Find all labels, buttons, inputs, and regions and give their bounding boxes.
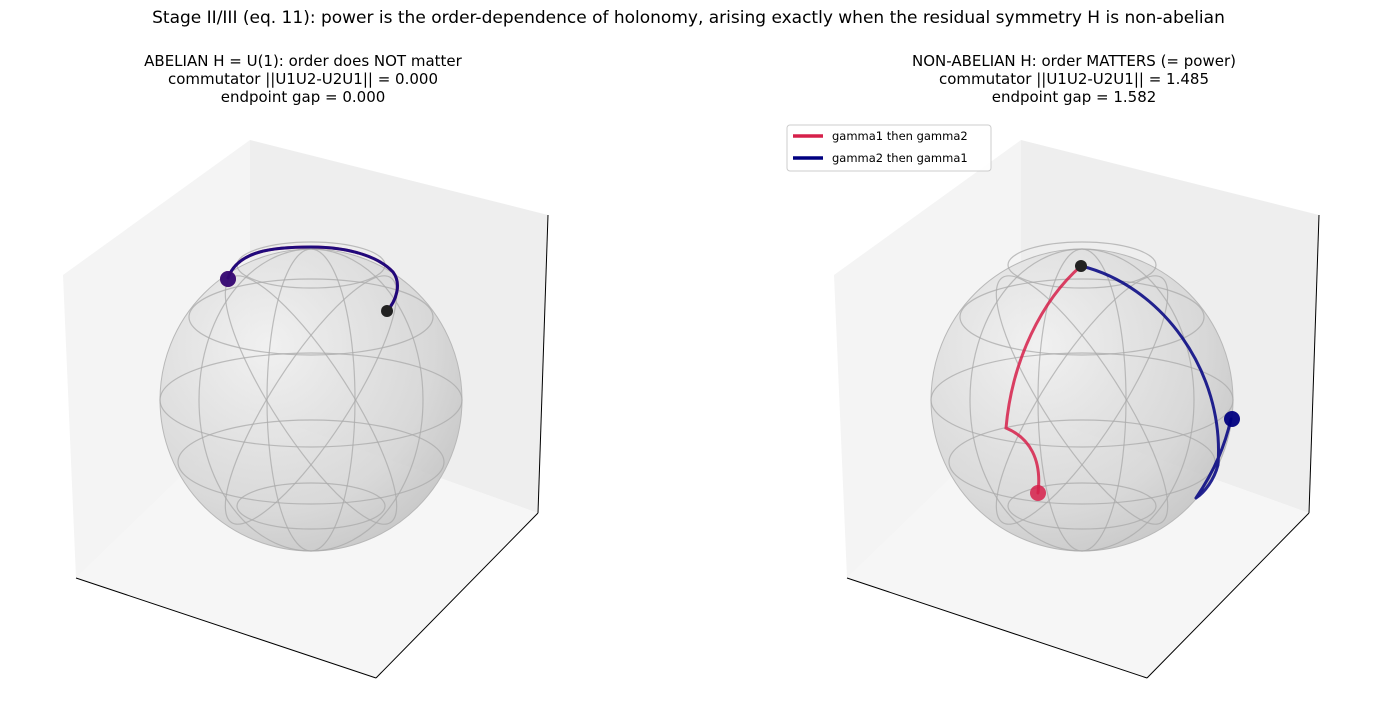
panel-right-title-line-3: endpoint gap = 1.582 bbox=[991, 88, 1157, 106]
panel-left-latitude-line bbox=[236, 482, 386, 530]
panel-left-latitude-line bbox=[188, 278, 434, 356]
panel-right-endpoint-marker-gamma2-then-gamma1 bbox=[1224, 411, 1240, 427]
legend-box bbox=[786, 124, 992, 172]
panel-right-side-pane bbox=[834, 140, 1021, 578]
panel-right-meridian-line bbox=[995, 275, 1169, 525]
panel-right-title-line-2: commutator ||U1U2-U2U1|| = 1.485 bbox=[939, 70, 1209, 88]
legend: gamma1 then gamma2 gamma2 then gamma1 bbox=[786, 124, 992, 172]
panel-left-3d-axes bbox=[63, 140, 549, 679]
figure-title: Stage II/III (eq. 11): power is the orde… bbox=[152, 8, 1225, 28]
panel-right-axis-y bbox=[1146, 512, 1310, 679]
panel-left-latitude-line bbox=[159, 352, 463, 448]
panel-right-axis-x bbox=[846, 577, 1148, 679]
panel-left-title-line-2: commutator ||U1U2-U2U1|| = 0.000 bbox=[168, 70, 438, 88]
panel-right-title-line-1: NON-ABELIAN H: order MATTERS (= power) bbox=[912, 52, 1236, 70]
panel-right-axis-z bbox=[1308, 214, 1320, 514]
panel-left-axis-y bbox=[375, 512, 539, 679]
panel-right-path-gamma1-then-gamma2 bbox=[1004, 264, 1083, 495]
panel-left-side-pane bbox=[63, 140, 250, 578]
panel-right-latitude-line bbox=[959, 278, 1205, 356]
panel-left-axis-x bbox=[75, 577, 377, 679]
panel-right-latitude-line bbox=[1007, 241, 1157, 289]
panel-right-sphere-surface bbox=[930, 248, 1234, 552]
panel-right-endpoint-marker-gamma1-then-gamma2 bbox=[1030, 485, 1046, 501]
panel-left-meridian-line bbox=[198, 248, 424, 552]
panel-right-meridian-line bbox=[969, 248, 1195, 552]
panel-right-path-gamma2-then-gamma1 bbox=[1079, 264, 1233, 500]
panel-right-latitude-line bbox=[930, 352, 1234, 448]
panel-right-3d-axes: gamma1 then gamma2 gamma2 then gamma1 bbox=[786, 124, 1320, 679]
legend-label-gamma2-then-gamma1: gamma2 then gamma1 bbox=[832, 151, 968, 165]
panel-right-title: NON-ABELIAN H: order MATTERS (= power) c… bbox=[774, 52, 1374, 106]
panel-left-title-line-3: endpoint gap = 0.000 bbox=[220, 88, 386, 106]
legend-label-gamma1-then-gamma2: gamma1 then gamma2 bbox=[832, 129, 968, 143]
panel-left-sphere-surface bbox=[159, 248, 463, 552]
panel-left-start-point-marker bbox=[381, 305, 393, 317]
panel-right-sphere bbox=[930, 241, 1234, 552]
panel-right-latitude-line bbox=[1007, 482, 1157, 530]
panel-left-endpoint-marker bbox=[220, 271, 236, 287]
panel-right-meridian-line bbox=[995, 275, 1169, 525]
panel-left-title: ABELIAN H = U(1): order does NOT matter … bbox=[3, 52, 603, 106]
panel-right-start-point-marker bbox=[1075, 260, 1087, 272]
panel-left-title-line-1: ABELIAN H = U(1): order does NOT matter bbox=[144, 52, 462, 70]
panel-left-axis-z bbox=[537, 214, 549, 514]
panel-left-path-gamma2-then-gamma1 bbox=[226, 245, 399, 313]
panel-left-meridian-line bbox=[224, 275, 398, 525]
panel-left-latitude-line bbox=[177, 419, 445, 505]
